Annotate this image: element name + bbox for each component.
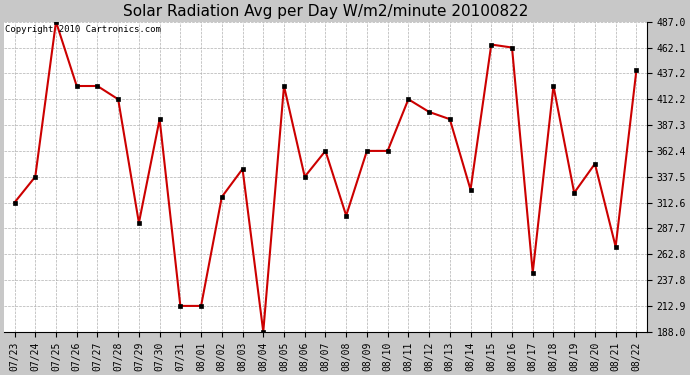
Title: Solar Radiation Avg per Day W/m2/minute 20100822: Solar Radiation Avg per Day W/m2/minute … (123, 4, 528, 19)
Text: Copyright 2010 Cartronics.com: Copyright 2010 Cartronics.com (5, 25, 161, 34)
